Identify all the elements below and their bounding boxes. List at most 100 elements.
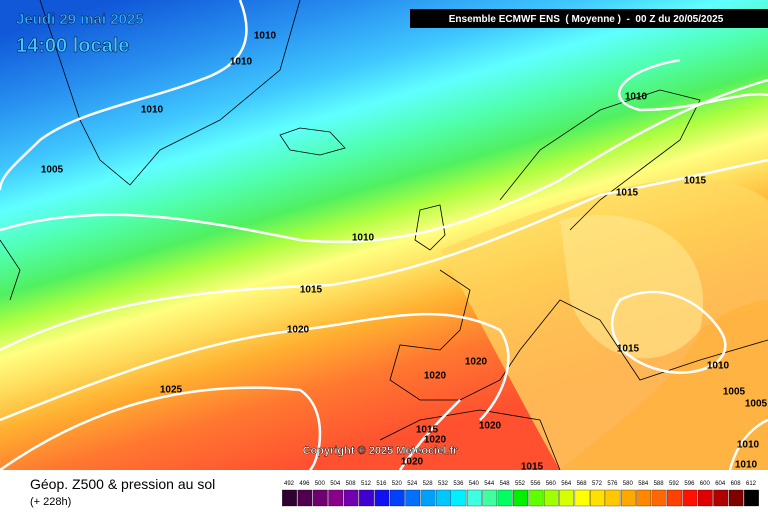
scale-label: 568 xyxy=(577,481,588,487)
model-box xyxy=(410,9,768,28)
isobar-label: 1015 xyxy=(521,462,544,473)
scale-label: 520 xyxy=(392,481,403,487)
scale-swatch xyxy=(574,489,590,507)
scale-label: 572 xyxy=(592,481,603,487)
scale-label: 516 xyxy=(376,481,387,487)
scale-swatch xyxy=(282,489,297,507)
scale-label: 536 xyxy=(453,481,464,487)
scale-label: 596 xyxy=(684,481,695,487)
scale-swatch xyxy=(328,489,344,507)
isobar-label: 1015 xyxy=(684,176,707,187)
isobar-label: 1010 xyxy=(230,57,253,68)
isobar-label: 1015 xyxy=(616,188,639,199)
scale-label: 508 xyxy=(346,481,357,487)
scale-label: 564 xyxy=(561,481,572,487)
isobar-label: 1010 xyxy=(707,361,730,372)
isobar-label: 1020 xyxy=(479,421,502,432)
scale-label: 556 xyxy=(530,481,541,487)
legend-title: Géop. Z500 & pression au sol xyxy=(30,476,215,492)
scale-label: 592 xyxy=(669,481,680,487)
scale-label: 576 xyxy=(607,481,618,487)
model: Ensemble ECMWF ENS ( Moyenne ) - 00 Z du… xyxy=(449,14,724,25)
scale-label: 544 xyxy=(484,481,495,487)
isobar-label: 1010 xyxy=(254,31,277,42)
isobar-label: 1015 xyxy=(300,285,323,296)
scale-label: 560 xyxy=(546,481,557,487)
scale-swatch xyxy=(497,489,513,507)
scale-label: 528 xyxy=(423,481,434,487)
legend-lead: (+ 228h) xyxy=(30,496,71,508)
scale-label: 604 xyxy=(715,481,726,487)
isobar-label: 1010 xyxy=(735,460,758,471)
scale-swatch xyxy=(343,489,359,507)
scale-label: 496 xyxy=(299,481,310,487)
isobar-label: 1020 xyxy=(287,325,310,336)
isobar-labels: 1010101010101005101010151020102510201020… xyxy=(41,31,768,473)
scale-swatch xyxy=(590,489,605,507)
scale-label: 552 xyxy=(515,481,526,487)
scale-label: 504 xyxy=(330,481,341,487)
scale-swatch xyxy=(466,489,482,507)
scale-label: 500 xyxy=(315,481,326,487)
isobar-label: 1010 xyxy=(625,92,648,103)
scale-swatch xyxy=(651,489,667,507)
scale-label: 512 xyxy=(361,481,372,487)
scale-label: 524 xyxy=(407,481,418,487)
isobar-label: 1005 xyxy=(745,399,768,410)
isobar-label: 1020 xyxy=(401,457,424,468)
scale-label: 584 xyxy=(638,481,649,487)
scale-label: 532 xyxy=(438,481,449,487)
field-blob xyxy=(560,214,704,359)
scale-swatch xyxy=(620,489,636,507)
isobar-label: 1025 xyxy=(160,385,183,396)
isobar-label: 1010 xyxy=(141,105,164,116)
date: Jeudi 29 mai 2025 xyxy=(16,11,144,28)
scale-swatch xyxy=(312,489,328,507)
scale-swatch xyxy=(405,489,421,507)
isobar-label: 1015 xyxy=(617,344,640,355)
colour-scale: 492 496 500 504 508 512 516 520 524 528 532 536 540 5… xyxy=(282,481,759,507)
scale-swatch xyxy=(682,489,698,507)
scale-swatch xyxy=(543,489,559,507)
scale-swatch xyxy=(451,489,467,507)
scale-swatch xyxy=(436,489,451,507)
isobar-label: 1015 xyxy=(416,425,439,436)
scale-swatch xyxy=(420,489,436,507)
time: 14:00 locale xyxy=(16,35,129,57)
isobars xyxy=(0,0,768,470)
scale-swatch xyxy=(636,489,652,507)
isobar-label: 1010 xyxy=(737,440,760,451)
scale-label: 492 xyxy=(284,481,295,487)
copyright: Copyright © 2025 Meteociel.fr xyxy=(303,445,459,457)
scale-swatch xyxy=(528,489,544,507)
scale-swatch xyxy=(482,489,498,507)
isobar-label: 1020 xyxy=(424,371,447,382)
scale-label: 588 xyxy=(654,481,665,487)
scale-label: 608 xyxy=(731,481,742,487)
isobar-label: 1020 xyxy=(424,435,447,446)
scale-label: 548 xyxy=(500,481,511,487)
field-se xyxy=(560,300,768,470)
isobar-label: 1005 xyxy=(723,387,746,398)
isobar-label: 1010 xyxy=(352,233,375,244)
scale-swatch xyxy=(744,489,759,507)
scale-swatch xyxy=(297,489,313,507)
scale-label: 612 xyxy=(746,481,757,487)
scale-swatch xyxy=(374,489,390,507)
scale-swatch xyxy=(513,489,528,507)
scale-label: 540 xyxy=(469,481,480,487)
scale-swatch xyxy=(697,489,713,507)
scale-swatch xyxy=(559,489,575,507)
scale-swatch xyxy=(667,489,682,507)
isobar-label: 1020 xyxy=(465,357,488,368)
scale-swatch xyxy=(728,489,744,507)
scale-swatch xyxy=(605,489,621,507)
isobar-label: 1005 xyxy=(41,165,64,176)
scale-swatch xyxy=(389,489,405,507)
scale-label: 580 xyxy=(623,481,634,487)
scale-swatch xyxy=(359,489,374,507)
scale-swatch xyxy=(713,489,729,507)
scale-label: 600 xyxy=(700,481,711,487)
